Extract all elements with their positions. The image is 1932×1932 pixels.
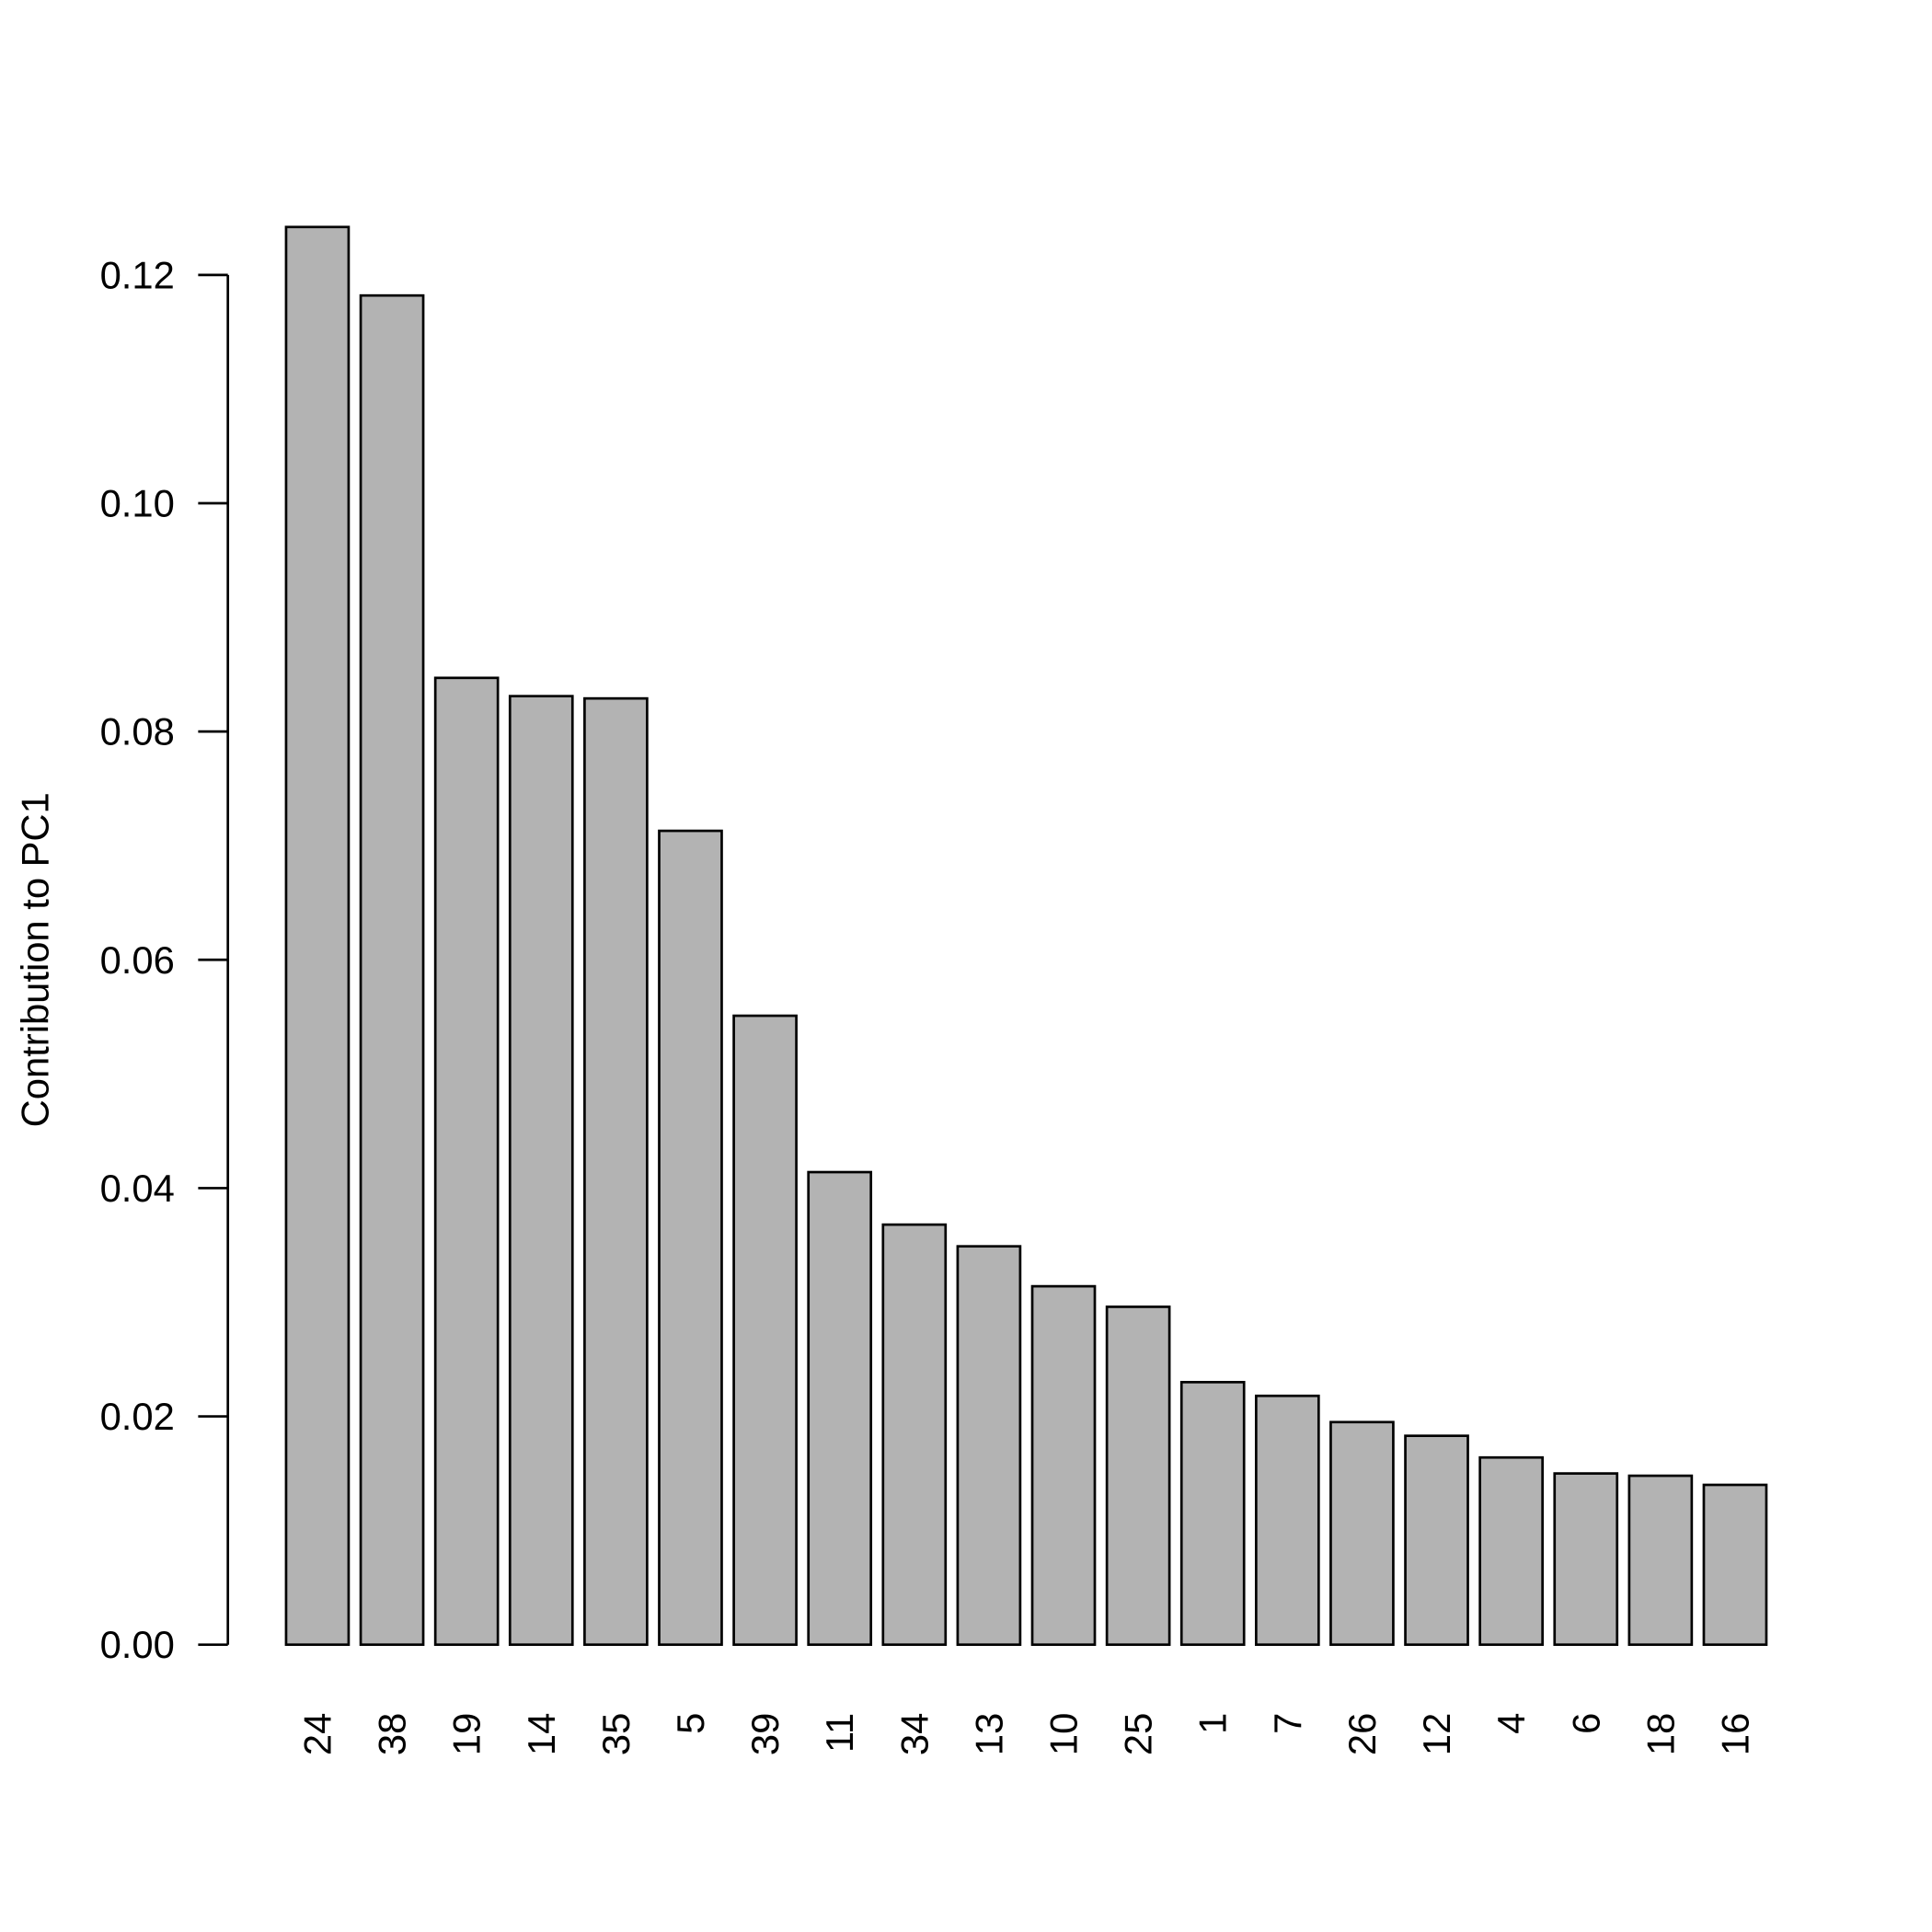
bar-6 xyxy=(1553,1472,1619,1647)
bar-14 xyxy=(508,695,574,1647)
y-tick-label: 0.08 xyxy=(100,710,175,753)
bar-10 xyxy=(1030,1284,1097,1647)
bar-11 xyxy=(807,1170,873,1647)
x-tick-label: 6 xyxy=(1564,1713,1607,1734)
bar-12 xyxy=(1404,1434,1469,1647)
x-tick-label: 18 xyxy=(1639,1713,1682,1755)
x-tick-label: 39 xyxy=(743,1713,787,1755)
y-tick-label: 0.00 xyxy=(100,1623,175,1666)
bar-16 xyxy=(1702,1483,1768,1647)
x-tick-label: 12 xyxy=(1415,1713,1458,1755)
bar-19 xyxy=(433,676,500,1647)
y-tick-label: 0.04 xyxy=(100,1167,175,1210)
y-tick-label: 0.06 xyxy=(100,938,175,982)
x-tick-label: 1 xyxy=(1191,1713,1235,1734)
bar-4 xyxy=(1478,1455,1544,1647)
y-tick-label: 0.12 xyxy=(100,253,175,296)
x-tick-label: 38 xyxy=(371,1713,414,1755)
bars xyxy=(284,225,1768,1647)
y-axis: 0.00 0.02 0.04 0.06 0.08 0.10 0.12 xyxy=(100,253,230,1666)
bar-25 xyxy=(1105,1305,1171,1647)
x-tick-label: 16 xyxy=(1713,1713,1756,1755)
x-tick-label: 10 xyxy=(1042,1713,1086,1755)
bar-5 xyxy=(658,829,723,1647)
y-tick-label: 0.10 xyxy=(100,481,175,524)
x-tick-label: 25 xyxy=(1117,1713,1160,1755)
bar-13 xyxy=(956,1245,1022,1647)
bar-39 xyxy=(732,1014,798,1647)
bar-24 xyxy=(284,225,351,1647)
x-tick-label: 35 xyxy=(594,1713,638,1755)
x-tick-label: 7 xyxy=(1266,1713,1309,1734)
y-axis-label: Contribution to PC1 xyxy=(13,792,56,1127)
x-tick-label: 19 xyxy=(445,1713,489,1755)
bar-7 xyxy=(1254,1394,1320,1647)
x-tick-label: 4 xyxy=(1489,1713,1533,1734)
x-tick-label: 11 xyxy=(818,1713,861,1753)
x-tick-label: 26 xyxy=(1340,1713,1384,1755)
x-tick-label: 13 xyxy=(967,1713,1010,1755)
x-tick-labels: 24 38 19 14 35 5 39 11 34 13 10 25 1 7 26 12 4 6 18 16 xyxy=(295,1713,1756,1755)
bar-38 xyxy=(359,293,425,1647)
y-tick-label: 0.02 xyxy=(100,1395,175,1438)
x-tick-label: 24 xyxy=(295,1713,339,1755)
bar-1 xyxy=(1179,1380,1246,1647)
bar-26 xyxy=(1329,1420,1395,1647)
x-tick-label: 5 xyxy=(669,1713,712,1734)
bar-35 xyxy=(583,696,649,1647)
x-tick-label: 14 xyxy=(520,1713,563,1755)
bar-18 xyxy=(1627,1474,1694,1647)
x-tick-label: 34 xyxy=(892,1713,936,1755)
bar-34 xyxy=(881,1223,948,1647)
